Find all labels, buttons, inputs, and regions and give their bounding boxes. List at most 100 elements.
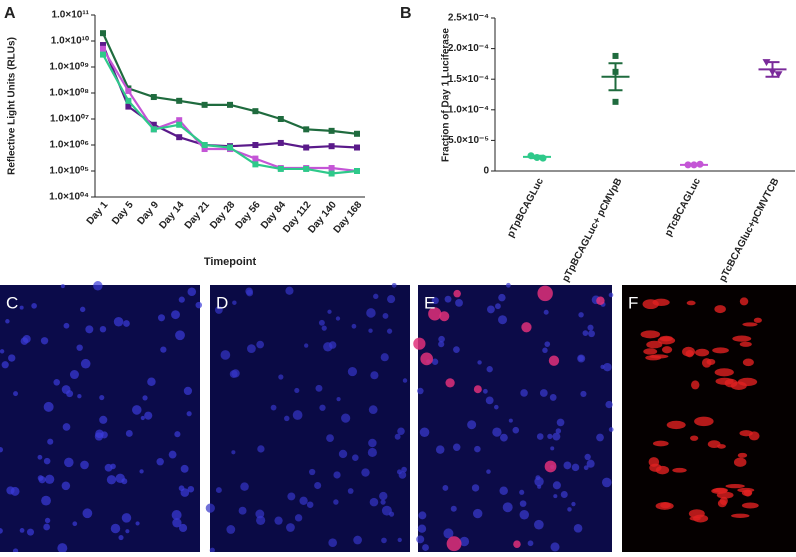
nucleus bbox=[544, 341, 551, 347]
chromosome bbox=[753, 317, 762, 323]
nucleus bbox=[5, 319, 10, 324]
x-tick-label: Day 1 bbox=[85, 199, 111, 227]
nucleus bbox=[238, 506, 247, 515]
nucleus bbox=[43, 523, 51, 531]
nucleus bbox=[80, 358, 91, 369]
nucleus bbox=[578, 312, 584, 318]
panel-label: F bbox=[628, 293, 638, 312]
nucleus bbox=[438, 341, 445, 348]
nucleus bbox=[417, 524, 427, 533]
series-line bbox=[102, 54, 358, 175]
point bbox=[150, 94, 157, 101]
series-line bbox=[102, 32, 358, 135]
y-tick-label: 1.0×10⁰⁶ bbox=[50, 140, 89, 151]
chromosome bbox=[657, 336, 676, 345]
y-tick-label: 5.0×10⁻⁵ bbox=[448, 135, 489, 146]
nucleus bbox=[229, 370, 238, 378]
point bbox=[612, 68, 619, 75]
nucleus bbox=[286, 523, 295, 532]
nucleus bbox=[160, 346, 167, 353]
nucleus bbox=[139, 469, 144, 474]
nucleus bbox=[31, 303, 37, 309]
y-tick-label: 2.0×10⁻⁴ bbox=[448, 43, 489, 54]
nucleus bbox=[601, 477, 612, 488]
nucleus bbox=[552, 432, 561, 441]
chromosome bbox=[682, 346, 696, 357]
nucleus bbox=[573, 524, 583, 533]
nucleus bbox=[79, 306, 86, 313]
nucleus bbox=[168, 450, 177, 459]
nucleus bbox=[125, 430, 133, 437]
nucleus bbox=[178, 296, 185, 303]
nucleus bbox=[499, 486, 508, 495]
point bbox=[252, 155, 259, 162]
nucleus bbox=[471, 484, 480, 492]
x-tick-label: pTcBCAGLuc bbox=[663, 176, 703, 238]
chromosome bbox=[706, 358, 716, 366]
nucleus bbox=[63, 322, 70, 329]
nucleus bbox=[502, 502, 513, 513]
chromosome bbox=[689, 516, 701, 521]
point bbox=[533, 154, 541, 162]
point bbox=[354, 130, 360, 137]
nucleus bbox=[459, 536, 470, 547]
y-tick-label: 1.5×10⁻⁴ bbox=[448, 74, 489, 85]
point bbox=[125, 97, 132, 104]
y-axis-label: Fraction of Day 1 Luciferase bbox=[441, 28, 452, 162]
nucleus bbox=[186, 411, 192, 417]
nucleus bbox=[256, 515, 266, 525]
point bbox=[100, 30, 106, 37]
nucleus bbox=[60, 284, 65, 289]
nucleus bbox=[347, 488, 354, 494]
nucleus bbox=[368, 328, 373, 333]
chromosome bbox=[742, 322, 758, 327]
point bbox=[227, 101, 233, 108]
point bbox=[328, 143, 335, 150]
nucleus bbox=[19, 527, 25, 533]
nucleus bbox=[417, 387, 424, 395]
chromosome bbox=[691, 380, 700, 390]
nucleus bbox=[319, 404, 326, 411]
nucleus bbox=[485, 396, 494, 405]
nucleus bbox=[110, 523, 121, 534]
nucleus bbox=[537, 484, 542, 489]
nucleus bbox=[76, 344, 83, 351]
nucleus bbox=[72, 521, 78, 527]
nucleus bbox=[183, 386, 193, 396]
point bbox=[303, 126, 310, 133]
nucleus bbox=[121, 513, 132, 523]
panel-e-image bbox=[418, 285, 612, 552]
nucleus bbox=[80, 460, 89, 470]
nucleus bbox=[20, 337, 29, 345]
chromosome bbox=[640, 330, 661, 339]
point bbox=[354, 168, 360, 174]
nucleus bbox=[171, 510, 182, 520]
point bbox=[328, 165, 335, 172]
nucleus bbox=[361, 468, 370, 477]
red-cell bbox=[453, 289, 461, 298]
nucleus bbox=[226, 525, 236, 534]
nucleus bbox=[477, 360, 482, 365]
point bbox=[303, 144, 310, 151]
nucleus bbox=[555, 428, 562, 434]
nucleus bbox=[13, 391, 19, 397]
nucleus bbox=[270, 404, 277, 411]
nucleus bbox=[487, 305, 495, 314]
nucleus bbox=[0, 527, 3, 534]
nucleus bbox=[438, 335, 445, 343]
nucleus bbox=[285, 286, 294, 295]
chromosome bbox=[649, 354, 669, 359]
x-tick-label: pTcBCAGluc+pCMVTCB bbox=[717, 176, 781, 283]
point bbox=[328, 127, 335, 134]
nucleus bbox=[294, 514, 303, 522]
nucleus bbox=[26, 528, 35, 536]
nucleus bbox=[40, 337, 49, 345]
nucleus bbox=[53, 379, 60, 386]
nucleus bbox=[144, 411, 153, 420]
nucleus bbox=[174, 431, 181, 438]
panel-label: E bbox=[424, 293, 435, 312]
nucleus bbox=[520, 389, 528, 397]
nucleus bbox=[61, 481, 71, 491]
nucleus bbox=[553, 494, 558, 499]
